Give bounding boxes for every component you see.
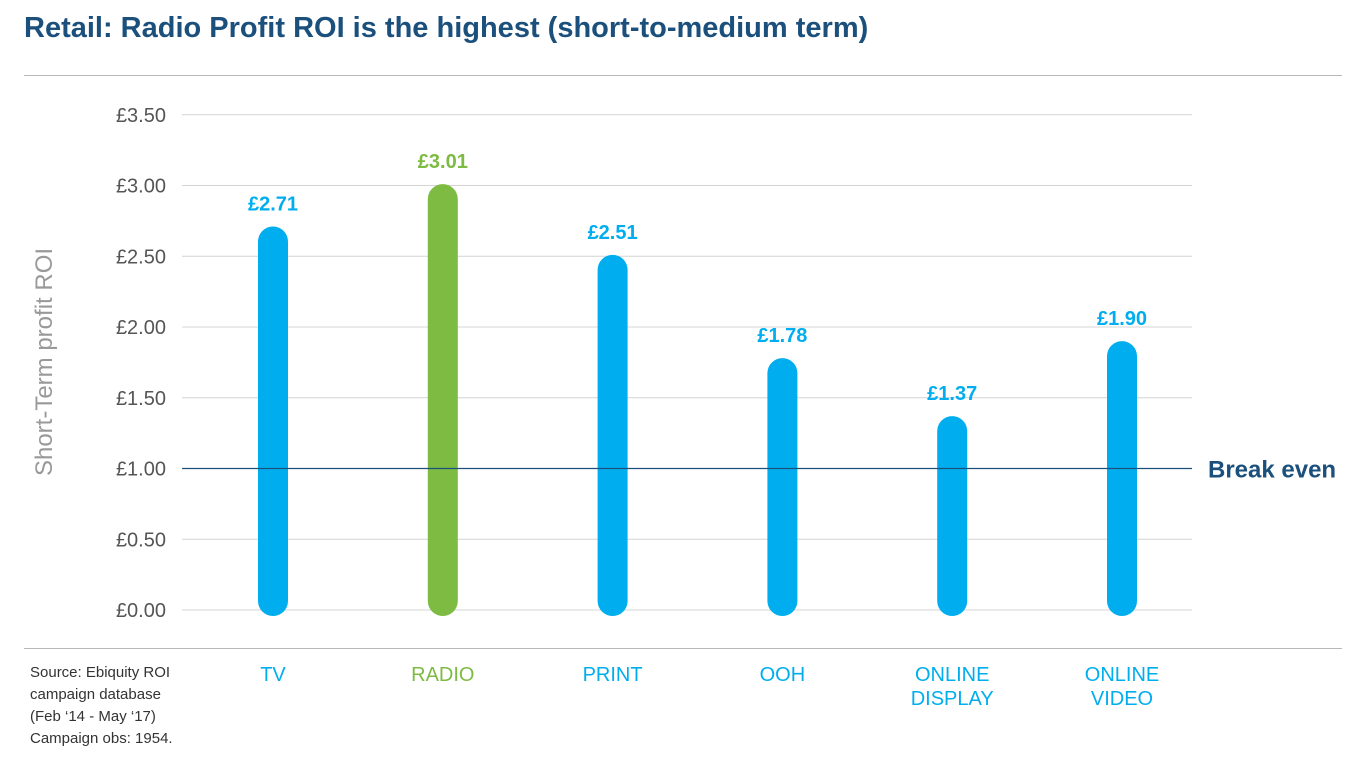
y-tick-label: £2.50 [116,246,166,268]
y-tick-label: £0.50 [116,529,166,551]
bar-value-label: £1.78 [757,325,807,347]
top-divider [24,75,1342,76]
bar-value-label: £2.51 [588,222,638,244]
x-tick-label: TV [260,664,286,686]
y-axis-label: Short-Term profit ROI [31,248,58,476]
y-tick-label: £1.50 [116,388,166,410]
chart-title: Retail: Radio Profit ROI is the highest … [24,12,869,44]
x-tick-label: RADIO [411,664,474,686]
x-tick-label: DISPLAY [911,688,994,710]
x-tick-label: OOH [760,664,806,686]
x-tick-label: VIDEO [1091,688,1153,710]
bottom-divider [24,648,1342,649]
y-tick-label: £0.00 [116,600,166,622]
y-tick-label: £1.00 [116,459,166,481]
y-tick-label: £3.00 [116,176,166,198]
bar-value-label: £3.01 [418,151,468,173]
x-tick-label: PRINT [583,664,643,686]
x-tick-label: ONLINE [915,664,989,686]
source-note: Source: Ebiquity ROI campaign database (… [30,662,200,750]
bar-value-label: £1.37 [927,383,977,405]
break-even-label: Break even [1208,457,1336,484]
source-line: Campaign obs: 1954. [30,730,173,747]
bar-value-label: £2.71 [248,194,298,216]
source-line: (Feb ‘14 - May ‘17) [30,708,156,725]
y-tick-label: £3.50 [116,105,166,127]
y-tick-label: £2.00 [116,317,166,339]
source-line: Source: Ebiquity ROI [30,664,171,681]
x-tick-label: ONLINE [1085,664,1159,686]
source-line: campaign database [30,686,161,703]
bar-value-label: £1.90 [1097,308,1147,330]
